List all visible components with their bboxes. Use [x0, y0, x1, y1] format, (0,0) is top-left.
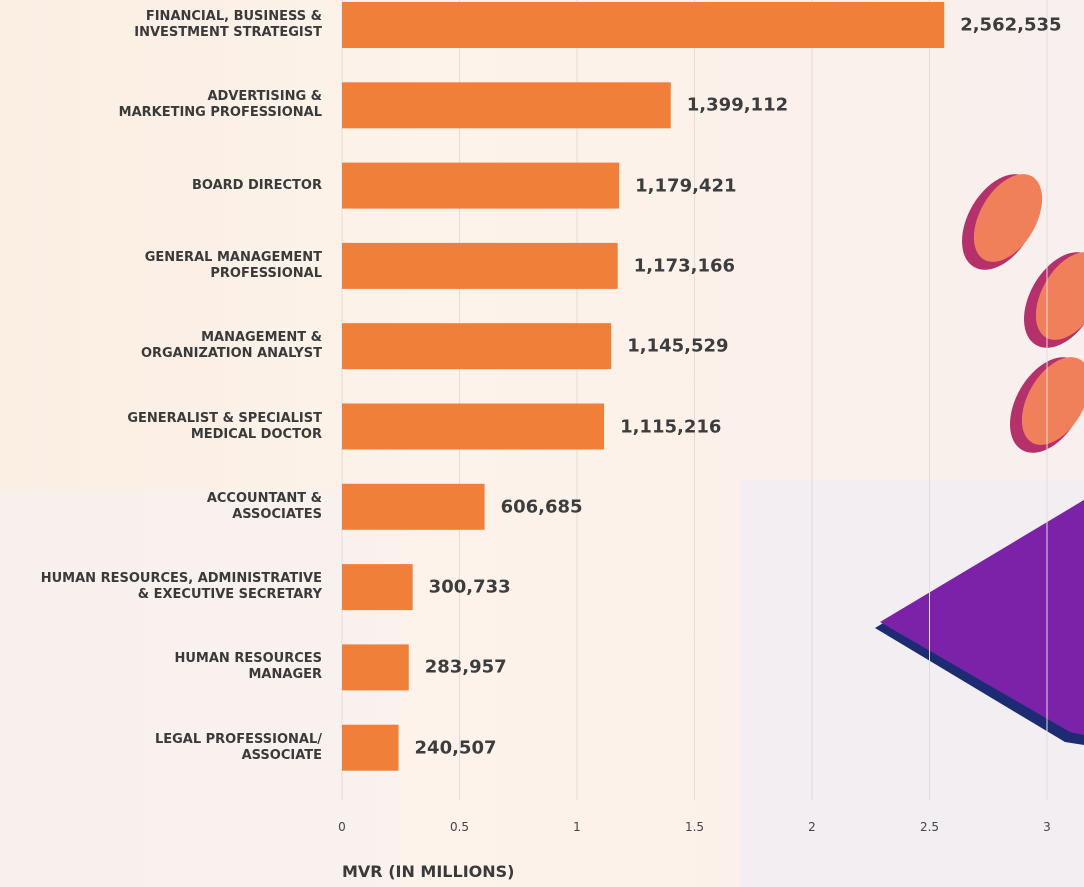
x-tick-label: 0 — [338, 820, 346, 834]
value-label: 2,562,535 — [960, 15, 1061, 36]
value-label: 1,145,529 — [627, 336, 728, 357]
value-label: 1,173,166 — [634, 255, 735, 276]
bar — [342, 404, 604, 450]
bar — [342, 163, 619, 209]
x-tick-label: 2 — [808, 820, 816, 834]
y-tick-label: HUMAN RESOURCES, ADMINISTRATIVE & EXECUT… — [0, 571, 322, 603]
y-tick-label: BOARD DIRECTOR — [0, 178, 322, 194]
bar — [342, 243, 618, 289]
y-tick-label: ADVERTISING & MARKETING PROFESSIONAL — [0, 89, 322, 121]
stage: MVR (IN MILLIONS) 0 0.5 1 1.5 2 2.5 3 FINANCIAL… — [0, 0, 1084, 887]
x-tick-label: 0.5 — [450, 820, 469, 834]
bar — [342, 644, 409, 690]
y-tick-label: GENERALIST & SPECIALIST MEDICAL DOCTOR — [0, 411, 322, 443]
y-tick-label: GENERAL MANAGEMENT PROFESSIONAL — [0, 250, 322, 282]
value-label: 240,507 — [415, 737, 497, 758]
value-label: 1,399,112 — [687, 95, 788, 116]
value-label: 1,115,216 — [620, 416, 721, 437]
bar — [342, 725, 399, 771]
y-tick-label: LEGAL PROFESSIONAL/ ASSOCIATE — [0, 732, 322, 764]
bar — [342, 82, 671, 128]
x-axis-title: MVR (IN MILLIONS) — [342, 862, 514, 881]
y-tick-label: HUMAN RESOURCES MANAGER — [0, 651, 322, 683]
x-tick-label: 2.5 — [920, 820, 939, 834]
x-tick-label: 1.5 — [685, 820, 704, 834]
value-label: 606,685 — [501, 496, 583, 517]
bar — [342, 323, 611, 369]
y-tick-label: MANAGEMENT & ORGANIZATION ANALYST — [0, 330, 322, 362]
y-tick-label: ACCOUNTANT & ASSOCIATES — [0, 491, 322, 523]
bar — [342, 484, 485, 530]
x-tick-label: 3 — [1043, 820, 1051, 834]
x-tick-label: 1 — [573, 820, 581, 834]
value-label: 1,179,421 — [635, 175, 736, 196]
y-tick-label: FINANCIAL, BUSINESS & INVESTMENT STRATEG… — [0, 9, 322, 41]
value-label: 300,733 — [429, 577, 511, 598]
value-label: 283,957 — [425, 657, 507, 678]
bar — [342, 564, 413, 610]
bar — [342, 2, 944, 48]
